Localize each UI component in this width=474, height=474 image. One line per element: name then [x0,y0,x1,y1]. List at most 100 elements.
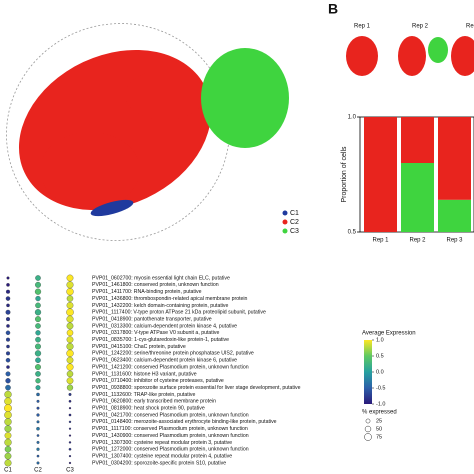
dot [68,427,72,430]
dot [5,296,11,301]
dot [4,452,12,460]
dot [66,349,74,357]
dot [4,390,12,399]
dot [68,447,72,451]
gene-label: PVP01_0418900: pantothenate transporter,… [92,316,212,322]
column-label: C2 [34,468,42,474]
thumb-label: Rep 3 [466,24,474,30]
dot [68,407,72,410]
dot [68,399,72,403]
gene-label: PVP01_0313300: calcium-dependent protein… [92,323,237,329]
dot [35,385,41,391]
colorbar-tick-label: 0.5 [376,353,384,359]
gene-label: PVP01_1461800: conserved protein, unknow… [92,282,219,288]
dot [5,330,11,336]
dot [66,274,74,282]
colorbar-tick-label: -0.5 [376,385,385,391]
gene-label: PVP01_1132600: TRAP-like protein, putati… [92,392,195,398]
dot [35,275,41,281]
gene-label: PVP01_0304200: sporozoite-specific prote… [92,460,226,466]
column-label: C3 [66,468,74,474]
dot [4,425,12,433]
gene-label: PVP01_1436800: thrombospondin-related ap… [92,296,248,302]
y-tick-label: 1.0 [348,115,357,121]
dot [66,356,74,364]
dot [66,302,74,309]
bar-segment [401,163,434,232]
gene-label: PVP01_1272000: conserved Plasmodium prot… [92,447,249,453]
x-tick-label: Rep 1 [372,238,389,244]
legend-label: C1 [290,210,299,217]
dot [34,350,42,357]
dot [36,426,40,431]
dot [6,276,10,280]
dot [68,455,72,458]
dot [36,454,40,458]
dot [66,329,74,337]
dot [66,308,74,316]
gene-label: PVP01_0710400: inhibitor of cysteine pro… [92,378,224,384]
legend-label: C2 [290,219,299,226]
dot [66,336,74,344]
dot [36,440,40,444]
size-key-label: 50 [376,426,382,432]
dot [66,363,74,371]
dot [35,295,41,302]
dot [66,342,74,351]
cloud-c2 [125,70,205,120]
dot [5,337,11,342]
gene-label: PVP01_1430900: conserved Plasmodium prot… [92,433,249,439]
gene-label: PVP01_1411700: RNA-binding protein, puta… [92,289,202,295]
gene-label: PVP01_1307400: cysteine repeat modular p… [92,453,232,459]
gene-label: PVP01_1117400: V-type proton ATPase 21 k… [92,310,266,316]
size-key [365,418,371,424]
size-key [364,425,372,433]
legend-label: C3 [290,228,299,235]
size-title: % expressed [362,410,397,416]
cloud-c1 [90,199,134,217]
dot [66,295,74,302]
dot [68,413,72,417]
gene-label: PVP01_0602700: myosin essential light ch… [92,275,230,281]
dot [4,397,12,406]
dot [5,378,11,384]
dot [5,357,11,363]
dot [5,384,11,391]
bar-segment [364,117,397,232]
dot [35,378,41,384]
dot [34,309,42,316]
dot [5,317,11,322]
gene-label: PVP01_0148400: merozoite-associated eryt… [92,419,277,425]
dot [5,351,11,356]
dot [68,434,72,437]
legend-marker [282,219,288,225]
dot [66,370,74,378]
gene-label: PVP01_1307300: cysteine repeat modular p… [92,440,232,446]
dot [66,377,74,385]
cloud-c2 [40,132,140,208]
gene-label: PVP01_0415100: ChaC protein, putative [92,344,186,350]
dot [36,399,40,403]
column-label: C1 [4,468,12,474]
dot [36,420,40,424]
dot [4,459,12,467]
thumb-label: Rep 1 [354,24,371,30]
gene-label: PVP01_1131600: histone H3 variant, putat… [92,371,197,377]
dot [6,324,10,328]
gene-label: PVP01_0421700: conserved Plasmodium prot… [92,412,249,418]
dot [4,432,12,439]
dot [66,315,74,323]
panel-label: B [328,1,338,17]
dot [35,336,41,343]
dot [36,406,40,410]
bar-segment [438,199,471,232]
gene-label: PVP01_0835700: 1-cys-glutaredoxin-like p… [92,337,229,343]
dot [68,392,72,396]
thumb-cloud [346,36,378,76]
dot [66,288,74,296]
bar-segment [401,117,434,163]
colorbar-title: Average Expression [362,331,416,337]
dot [36,447,40,451]
dot [5,309,11,315]
dot [66,322,74,330]
